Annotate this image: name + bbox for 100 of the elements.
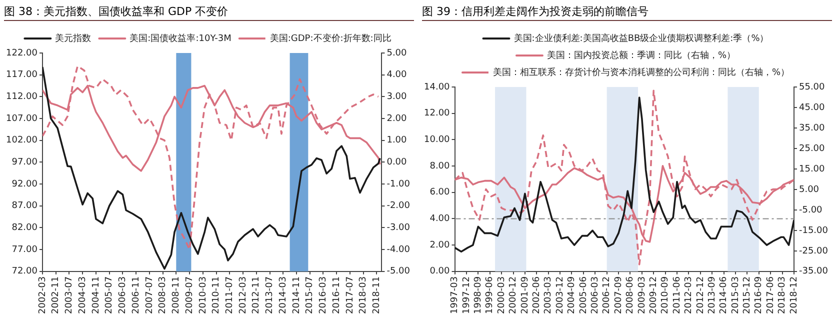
x-tick-label: 1997-03 bbox=[450, 276, 460, 314]
x-tick-label: 2013-07 bbox=[265, 276, 276, 314]
x-tick-label: 2004-11 bbox=[91, 276, 102, 314]
x-tick-label: 2012-11 bbox=[252, 276, 262, 314]
x-tick-label: 2015-07 bbox=[305, 276, 316, 314]
y2-tick-label: 3.00 bbox=[386, 92, 408, 102]
y-tick-label: 87.00 bbox=[12, 201, 38, 212]
x-tick-label: 2004-09 bbox=[567, 276, 578, 314]
x-tick-label: 2003-12 bbox=[555, 276, 566, 314]
x-tick-label: 2011-07 bbox=[224, 276, 235, 314]
y2-tick-label: 35.00 bbox=[798, 123, 826, 134]
x-tick-label: 2009-07 bbox=[184, 276, 195, 314]
chart-title: 图 38：美元指数、国债收益率和 GDP 不变价 bbox=[4, 4, 414, 21]
x-tick-label: 2001-09 bbox=[520, 276, 530, 314]
x-tick-label: 2003-03 bbox=[544, 276, 554, 314]
x-tick-label: 2014-11 bbox=[292, 276, 302, 314]
y-tick-label: 12.00 bbox=[424, 108, 450, 119]
x-tick-label: 2000-03 bbox=[496, 276, 507, 314]
x-tick-label: 2005-06 bbox=[578, 276, 589, 314]
x-tick-label: 2006-12 bbox=[602, 276, 612, 314]
y2-tick-label: 15.00 bbox=[798, 164, 826, 174]
x-tick-label: 2007-09 bbox=[614, 276, 624, 314]
y-tick-label: 8.00 bbox=[430, 161, 450, 172]
chart-title: 图 39：信用利差走阔作为投资走弱的前瞻信号 bbox=[422, 4, 832, 21]
x-tick-label: 2017-06 bbox=[766, 276, 776, 314]
y2-tick-label: 5.00 bbox=[386, 48, 408, 58]
y2-tick-label: -2.00 bbox=[386, 201, 410, 212]
x-tick-label: 2018-11 bbox=[372, 276, 382, 314]
x-tick-label: 2003-07 bbox=[64, 276, 75, 314]
x-tick-label: 2010-11 bbox=[212, 276, 222, 314]
x-tick-label: 2002-11 bbox=[51, 276, 62, 314]
y2-tick-label: -1.00 bbox=[386, 179, 410, 190]
x-tick-label: 2008-11 bbox=[172, 276, 182, 314]
x-tick-label: 2011-06 bbox=[672, 276, 682, 314]
x-tick-label: 2006-03 bbox=[118, 276, 128, 314]
legend-label: 美国:企业债利差:美国高收益BB级企业债期权调整利差:季（%） bbox=[514, 32, 769, 44]
x-tick-label: 2014-03 bbox=[278, 276, 288, 314]
y2-tick-label: 5.00 bbox=[798, 184, 820, 195]
x-tick-label: 2016-09 bbox=[754, 276, 764, 314]
y-tick-label: 122.00 bbox=[6, 48, 38, 58]
x-tick-label: 2018-12 bbox=[789, 276, 800, 314]
y2-tick-label: -25.00 bbox=[798, 246, 828, 256]
y2-tick-label: -35.00 bbox=[798, 266, 828, 277]
x-tick-label: 2006-03 bbox=[590, 276, 600, 314]
y2-tick-label: 4.00 bbox=[386, 70, 408, 80]
y2-tick-label: 45.00 bbox=[798, 102, 826, 113]
x-tick-label: 2009-12 bbox=[648, 276, 659, 314]
x-tick-label: 2012-12 bbox=[696, 276, 706, 314]
x-tick-label: 2018-03 bbox=[358, 276, 369, 314]
x-tick-label: 2015-12 bbox=[742, 276, 753, 314]
x-tick-label: 1999-06 bbox=[485, 276, 496, 314]
x-tick-label: 2008-06 bbox=[626, 276, 636, 314]
y2-tick-label: 0.00 bbox=[386, 158, 408, 168]
x-tick-label: 2007-07 bbox=[144, 276, 155, 314]
x-tick-label: 2016-03 bbox=[318, 276, 329, 314]
legend-label: 美国:GDP:不变价:折年数:同比 bbox=[270, 32, 392, 44]
x-tick-label: 2005-07 bbox=[104, 276, 115, 314]
y-tick-label: 117.00 bbox=[6, 70, 38, 80]
legend-label: 美国:国债收益率:10Y-3M bbox=[130, 32, 232, 44]
y2-tick-label: -5.00 bbox=[386, 266, 410, 277]
y2-tick-label: 2.00 bbox=[386, 114, 408, 124]
y-tick-label: 112.00 bbox=[6, 92, 38, 102]
y2-tick-label: -5.00 bbox=[798, 205, 823, 216]
y-tick-label: 82.00 bbox=[12, 223, 38, 234]
legend-label: 美元指数 bbox=[55, 32, 92, 44]
y-tick-label: 14.00 bbox=[424, 82, 450, 92]
x-tick-label: 2000-12 bbox=[508, 276, 519, 314]
y-tick-label: 0.00 bbox=[430, 266, 450, 277]
y2-tick-label: -15.00 bbox=[798, 226, 828, 236]
y-tick-label: 72.00 bbox=[12, 266, 38, 277]
x-tick-label: 1998-09 bbox=[474, 276, 484, 314]
y-tick-label: 102.00 bbox=[6, 136, 38, 146]
y2-tick-label: 25.00 bbox=[798, 144, 826, 154]
y-tick-label: 92.00 bbox=[12, 179, 38, 190]
x-tick-label: 2004-03 bbox=[78, 276, 88, 314]
y-tick-label: 2.00 bbox=[430, 240, 450, 250]
y-tick-label: 107.00 bbox=[6, 114, 38, 124]
y2-tick-label: -4.00 bbox=[386, 244, 410, 255]
y-tick-label: 97.00 bbox=[12, 158, 38, 168]
x-tick-label: 2016-11 bbox=[332, 276, 342, 314]
y-tick-label: 4.00 bbox=[430, 214, 450, 224]
x-tick-label: 2008-03 bbox=[158, 276, 168, 314]
y-tick-label: 10.00 bbox=[424, 135, 450, 146]
x-tick-label: 1997-12 bbox=[462, 276, 472, 314]
x-tick-label: 2018-03 bbox=[778, 276, 788, 314]
y2-tick-label: 1.00 bbox=[386, 136, 408, 146]
x-tick-label: 2015-03 bbox=[730, 276, 741, 314]
x-tick-label: 2009-03 bbox=[637, 276, 648, 314]
y2-tick-label: 55.00 bbox=[798, 82, 826, 92]
x-tick-label: 2014-06 bbox=[719, 276, 730, 314]
x-tick-label: 2002-06 bbox=[532, 276, 542, 314]
x-tick-label: 2012-03 bbox=[684, 276, 694, 314]
legend-label: 美国：国内投资总额：季调：同比（右轴，%） bbox=[546, 50, 736, 61]
x-tick-label: 2002-03 bbox=[38, 276, 48, 314]
y2-tick-label: -3.00 bbox=[386, 223, 410, 234]
y-tick-label: 77.00 bbox=[12, 244, 38, 255]
y-tick-label: 6.00 bbox=[430, 188, 450, 198]
x-tick-label: 2006-11 bbox=[131, 276, 142, 314]
x-tick-label: 2010-03 bbox=[198, 276, 208, 314]
x-tick-label: 2012-03 bbox=[238, 276, 248, 314]
